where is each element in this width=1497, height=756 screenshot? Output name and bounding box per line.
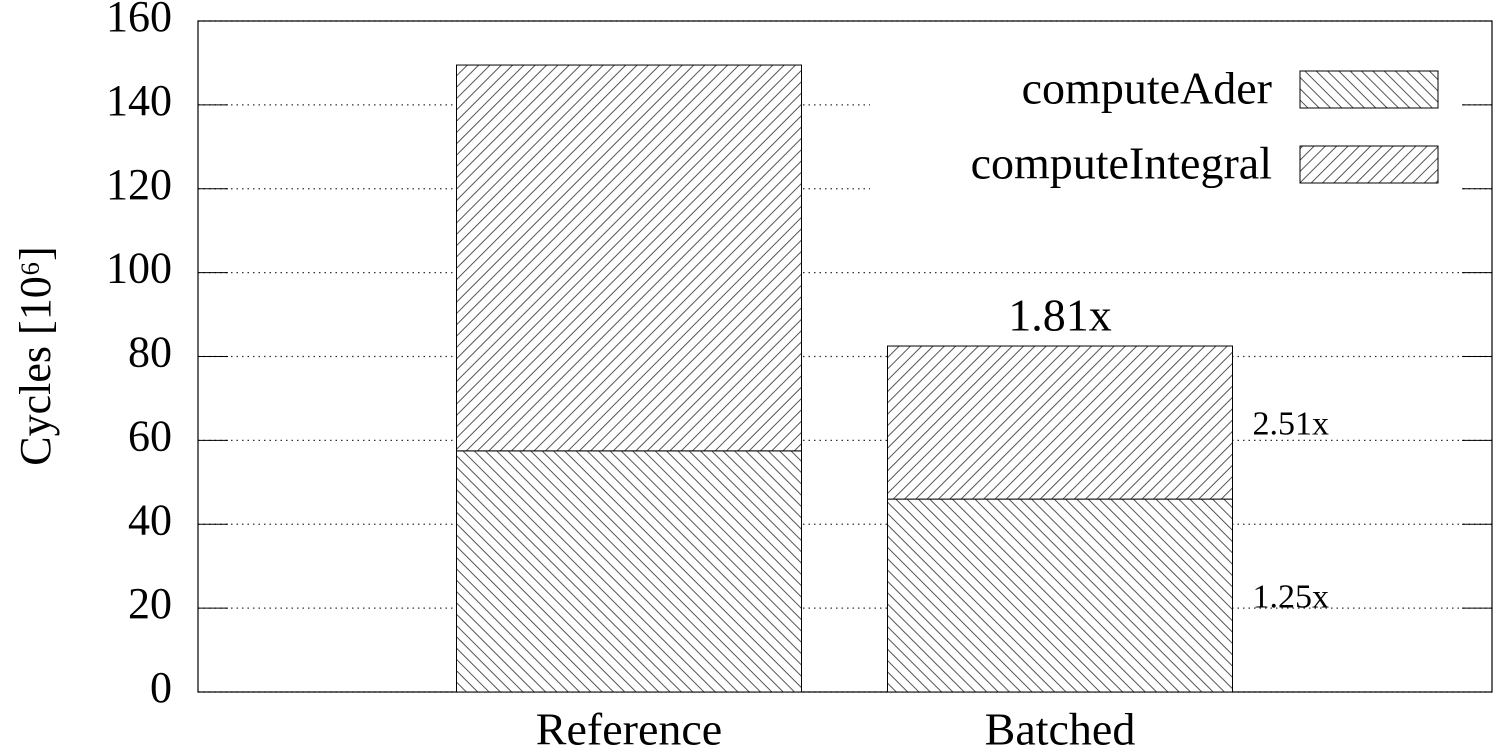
y-tick-label: 40 <box>128 495 172 544</box>
y-tick-label: 20 <box>128 579 172 628</box>
y-tick-label: 160 <box>106 0 172 41</box>
y-tick-label: 80 <box>128 328 172 377</box>
bar-segment <box>887 345 1233 500</box>
y-axis-label: Cycles [10⁶] <box>11 246 60 465</box>
bar-segment <box>456 450 802 693</box>
legend-swatch <box>1299 145 1439 184</box>
legend-label: computeIntegral <box>971 138 1272 189</box>
y-tick-label: 120 <box>106 160 172 209</box>
segment-annotation: 2.51x <box>1253 405 1330 442</box>
x-tick-label: Batched <box>985 704 1136 755</box>
y-tick-label: 100 <box>106 244 172 293</box>
legend-label: computeAder <box>1022 63 1272 114</box>
x-tick-label: Reference <box>536 704 722 755</box>
y-tick-label: 140 <box>106 76 172 125</box>
segment-annotation: 1.25x <box>1253 578 1330 615</box>
bar-segment <box>887 498 1233 693</box>
legend-swatch <box>1299 70 1439 109</box>
total-annotation: 1.81x <box>1008 290 1112 341</box>
y-tick-label: 60 <box>128 411 172 460</box>
bar-segment <box>456 64 802 452</box>
plot-frame <box>197 20 1493 693</box>
y-tick-label: 0 <box>150 663 172 712</box>
